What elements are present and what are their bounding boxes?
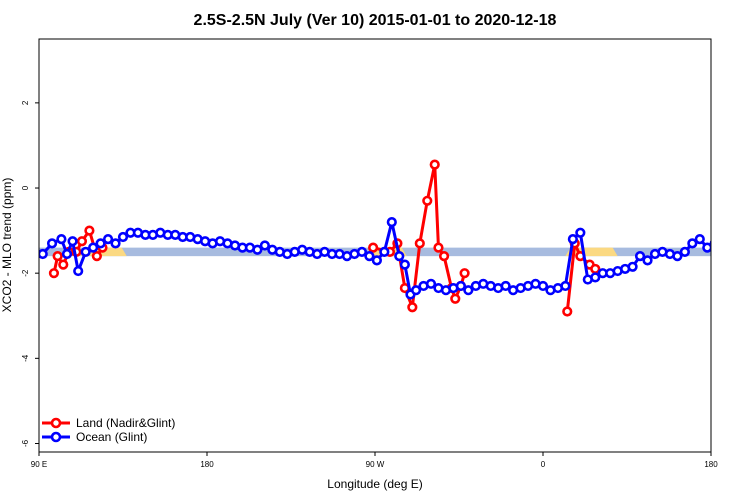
data-point — [422, 195, 433, 206]
legend-label-ocean: Ocean (Glint) — [76, 430, 147, 444]
x-tick-label: 90 E — [31, 460, 47, 469]
data-point — [737, 261, 745, 269]
data-point — [259, 240, 270, 251]
series-layer — [39, 159, 750, 317]
data-point — [368, 242, 379, 253]
data-point — [575, 227, 586, 238]
data-point — [414, 238, 425, 249]
data-point — [394, 251, 405, 262]
data-point — [425, 278, 437, 289]
legend-marker-land — [50, 417, 62, 429]
legend: Land (Nadir&Glint) Ocean (Glint) — [42, 416, 175, 444]
data-point — [252, 244, 263, 255]
data-point — [88, 242, 99, 253]
data-point — [46, 238, 58, 249]
data-point — [718, 265, 726, 273]
data-point — [702, 242, 711, 253]
data-point — [634, 251, 646, 262]
x-ticks: 90 E 180 90 W 0 180 — [31, 452, 718, 469]
data-point — [399, 259, 410, 270]
data-point — [726, 250, 734, 258]
data-point — [407, 302, 418, 313]
data-point — [743, 250, 750, 258]
data-point — [433, 242, 444, 253]
data-point — [562, 306, 573, 317]
data-point — [741, 244, 749, 252]
data-point — [110, 238, 121, 249]
data-point — [590, 272, 601, 283]
data-point — [95, 238, 106, 249]
data-point — [429, 159, 440, 170]
data-point — [627, 261, 638, 272]
data-point — [709, 239, 711, 247]
legend-label-land: Land (Nadir&Glint) — [76, 416, 175, 430]
data-point — [694, 234, 705, 245]
data-point — [356, 246, 368, 257]
data-point — [102, 234, 114, 245]
data-point — [58, 259, 69, 270]
data-point — [61, 248, 73, 260]
data-point — [679, 246, 690, 257]
data-point — [76, 236, 88, 247]
data-point — [450, 293, 461, 304]
data-point — [731, 252, 739, 260]
x-tick-label: 90 W — [366, 460, 385, 469]
data-point — [386, 216, 397, 228]
data-point — [80, 246, 91, 257]
data-point — [67, 236, 78, 247]
plot-frame — [38, 38, 712, 453]
data-point — [455, 280, 466, 292]
y-tick-label: -6 — [21, 439, 30, 447]
data-point — [463, 285, 474, 296]
data-point — [567, 234, 578, 245]
data-point — [733, 248, 741, 256]
data-point — [726, 269, 734, 277]
data-point — [371, 255, 382, 266]
data-point — [672, 251, 683, 262]
legend-marker-ocean — [50, 431, 62, 443]
y-ticks: 2 0 -2 -4 -6 — [21, 100, 39, 447]
data-point — [379, 246, 390, 257]
chart-title: 2.5S-2.5N July (Ver 10) 2015-01-01 to 20… — [194, 12, 557, 29]
series-ocean — [39, 216, 749, 300]
data-point — [642, 255, 653, 266]
series-line — [730, 231, 750, 274]
data-point — [500, 280, 511, 292]
data-point — [560, 280, 571, 292]
data-point — [537, 280, 549, 292]
y-tick-label: -4 — [21, 354, 30, 362]
data-point — [438, 251, 450, 262]
data-point — [52, 251, 63, 262]
data-point — [459, 268, 470, 279]
data-point — [364, 251, 375, 262]
data-point — [687, 238, 698, 249]
x-tick-label: 180 — [704, 460, 718, 469]
data-point — [91, 251, 102, 262]
y-tick-label: 0 — [21, 185, 30, 190]
data-point — [39, 248, 48, 260]
data-point — [410, 285, 422, 296]
x-tick-label: 0 — [541, 460, 546, 469]
y-tick-label: -2 — [21, 269, 30, 277]
data-point — [73, 265, 84, 277]
x-axis-label: Longitude (deg E) — [327, 477, 422, 491]
data-point — [56, 234, 67, 245]
y-tick-label: 2 — [21, 100, 30, 105]
data-point — [48, 268, 60, 279]
data-point — [117, 231, 129, 243]
data-point — [84, 225, 95, 236]
y-axis-label: XCO2 - MLO trend (ppm) — [0, 178, 14, 313]
x-tick-label: 180 — [200, 460, 214, 469]
